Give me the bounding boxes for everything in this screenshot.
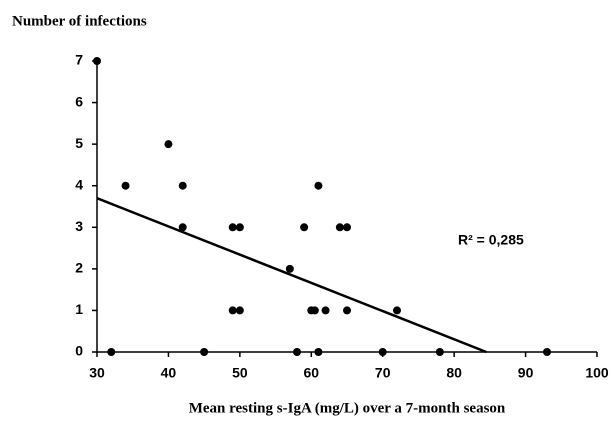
y-tick-label: 7	[75, 52, 83, 68]
y-tick-label: 0	[75, 343, 83, 359]
point	[285, 264, 294, 273]
y-tick-label: 2	[75, 260, 83, 276]
point	[378, 348, 387, 356]
y-tick-label: 5	[75, 135, 83, 151]
point	[310, 306, 319, 315]
point	[314, 181, 323, 190]
point	[164, 140, 173, 149]
x-tick-label: 70	[375, 365, 391, 381]
x-tick-label: 90	[518, 365, 534, 381]
point	[343, 306, 351, 315]
point	[343, 223, 351, 232]
point	[321, 306, 330, 315]
y-tick-label: 6	[75, 93, 83, 109]
y-tick-label: 1	[75, 301, 83, 317]
point	[228, 223, 237, 232]
point	[543, 348, 551, 356]
x-tick-label: 40	[161, 365, 177, 381]
x-tick-label: 60	[303, 365, 319, 381]
point	[300, 223, 309, 232]
point	[393, 306, 401, 315]
y-tick-label: 3	[75, 218, 83, 234]
point	[314, 348, 323, 356]
point	[178, 223, 187, 232]
chart-title: Number of infections	[12, 13, 147, 29]
point	[335, 223, 344, 232]
x-axis-label: Mean resting s-IgA (mg/L) over a 7-month…	[189, 400, 506, 416]
x-tick-label: 30	[89, 365, 105, 381]
point	[121, 181, 130, 190]
annotation: R² = 0,285	[458, 232, 524, 248]
point	[228, 306, 237, 315]
y-tick-label: 4	[75, 176, 83, 192]
x-tick-label: 80	[446, 365, 462, 381]
trend-line	[96, 197, 487, 354]
point	[178, 181, 187, 190]
point	[93, 57, 101, 65]
point	[235, 306, 244, 315]
point	[293, 348, 301, 356]
point	[435, 348, 444, 356]
point	[235, 223, 244, 232]
x-tick-label: 50	[232, 365, 248, 381]
x-tick-label: 100	[585, 365, 609, 381]
point	[200, 348, 209, 356]
point	[107, 348, 116, 356]
